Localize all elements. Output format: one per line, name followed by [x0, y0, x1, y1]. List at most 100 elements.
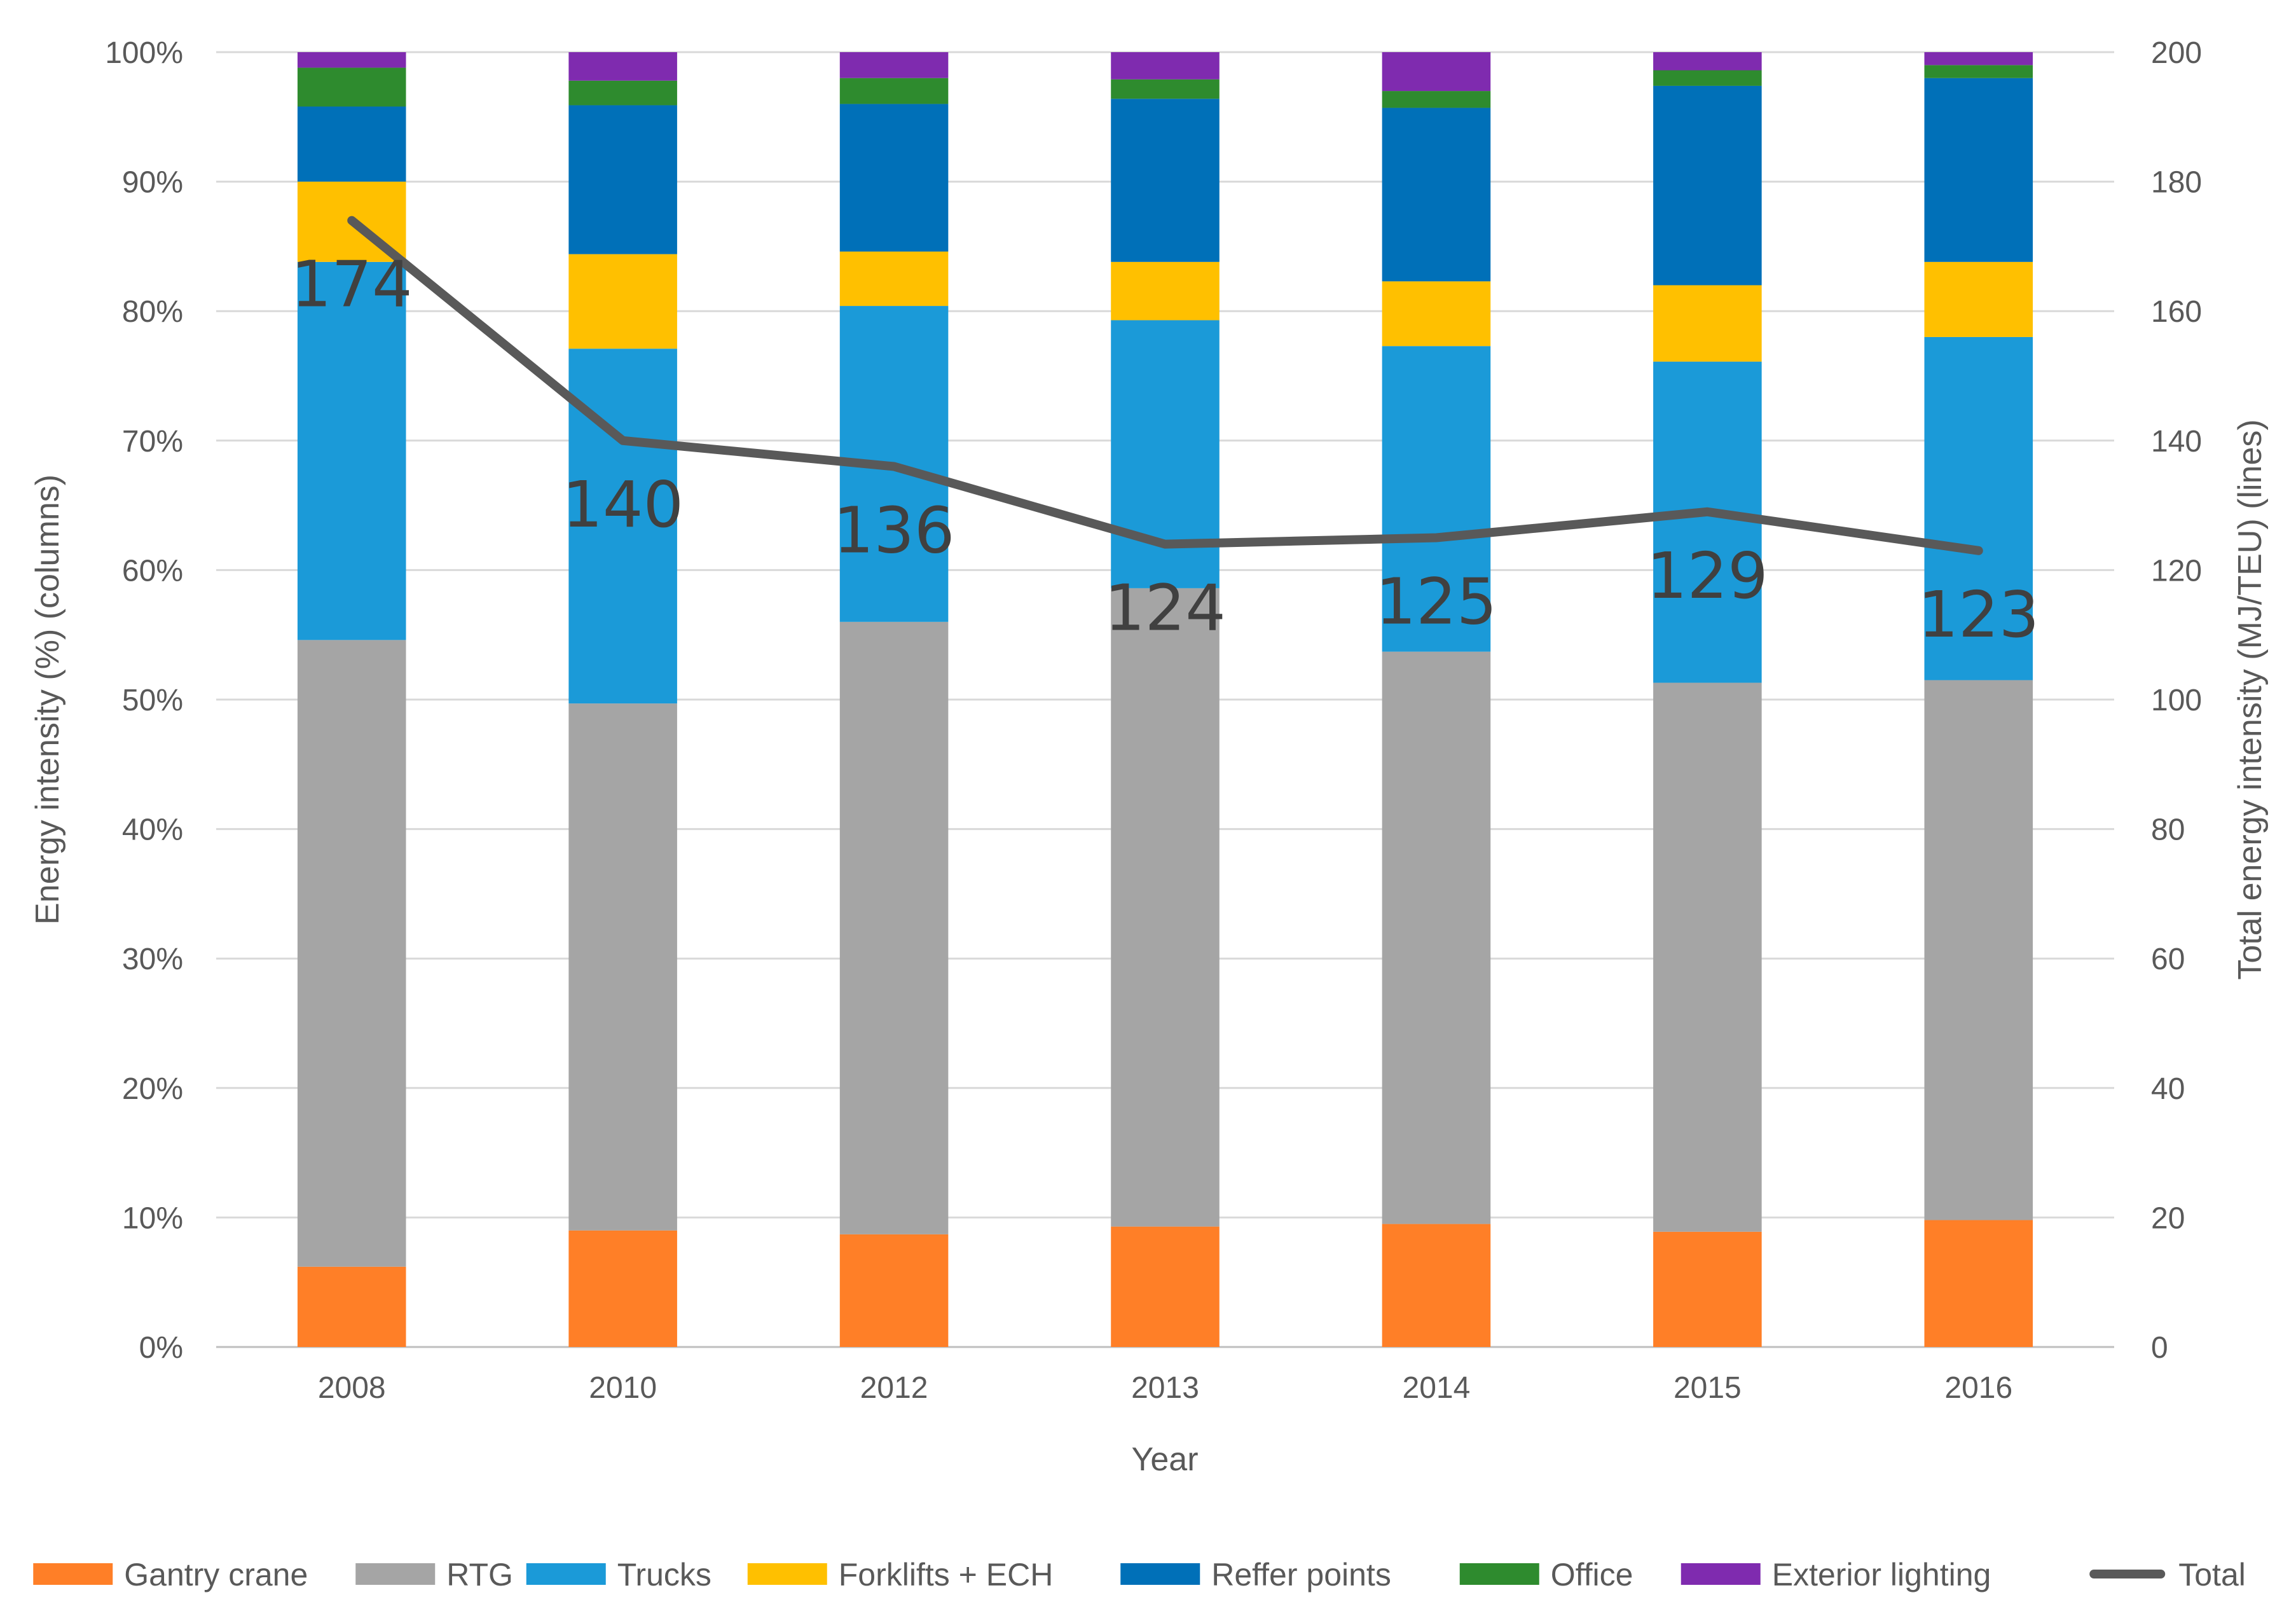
x-tick-label: 2013 [1131, 1371, 1199, 1405]
legend-swatch [1459, 1563, 1539, 1585]
bar-segment [1653, 682, 1762, 1232]
bar-segment [568, 52, 677, 81]
bar-segment [568, 80, 677, 106]
bar-segment [1924, 680, 2033, 1220]
bar-segment [1653, 1231, 1762, 1347]
secondary-y-axis-title: Total energy intensity (MJ/TEU) (lines) [2232, 419, 2269, 979]
y2-tick-label: 60 [2151, 943, 2185, 976]
legend-label: Forklifts + ECH [839, 1557, 1054, 1592]
bar-segment [1653, 70, 1762, 86]
bar-segment [839, 52, 949, 78]
x-tick-label: 2015 [1674, 1371, 1742, 1405]
bar-segment [1924, 65, 2033, 78]
bar-segment [297, 640, 406, 1267]
legend-label: Office [1551, 1557, 1633, 1592]
x-tick-label: 2012 [860, 1371, 928, 1405]
y2-tick-label: 0 [2151, 1331, 2168, 1365]
total-series-line [347, 216, 1983, 555]
bar-segment [1653, 285, 1762, 362]
y2-tick-label: 20 [2151, 1201, 2185, 1235]
legend-label: Trucks [617, 1557, 711, 1592]
x-tick-label: 2010 [589, 1371, 657, 1405]
bar-segment [1653, 361, 1762, 683]
legend-swatch [1120, 1563, 1200, 1585]
y-tick-label: 20% [122, 1072, 183, 1106]
legend-label: Exterior lighting [1772, 1557, 1991, 1592]
bar-segment [1382, 91, 1491, 108]
x-tick-label: 2014 [1403, 1371, 1471, 1405]
bar-segment [297, 261, 406, 640]
y-tick-label: 80% [122, 295, 183, 329]
bar-segment [1111, 52, 1220, 79]
x-axis-title: Year [1131, 1441, 1198, 1478]
bar-segment [1924, 1220, 2033, 1347]
bar-segment [1382, 107, 1491, 282]
bar-segment [1111, 261, 1220, 321]
y-tick-label: 70% [122, 425, 183, 459]
y-tick-label: 30% [122, 943, 183, 976]
x-tick-label: 2016 [1944, 1371, 2012, 1405]
legend-label: Reffer points [1211, 1557, 1391, 1592]
legend-label: RTG [446, 1557, 513, 1592]
bar-segment [297, 106, 406, 182]
total-data-label: 174 [291, 247, 413, 322]
bar-segment [1924, 52, 2033, 66]
legend-label: Gantry crane [124, 1557, 308, 1592]
bar-segment [1111, 1226, 1220, 1347]
bar-segment [1111, 99, 1220, 262]
legend-label: Total [2178, 1557, 2246, 1592]
legend-swatch [355, 1563, 436, 1585]
bar-segment [1382, 52, 1491, 92]
y2-tick-label: 120 [2151, 554, 2202, 588]
bar-segment [568, 254, 677, 349]
bar-segment [1382, 1224, 1491, 1347]
bar-segment [1111, 79, 1220, 99]
y-tick-label: 100% [105, 36, 183, 70]
bar-segment [568, 1230, 677, 1347]
y2-tick-label: 160 [2151, 295, 2202, 329]
total-data-label: 129 [1647, 539, 1768, 613]
y2-tick-label: 140 [2151, 425, 2202, 459]
bar-segment [1382, 281, 1491, 347]
bar-segment [839, 621, 949, 1234]
bar-segment [1924, 336, 2033, 680]
y2-tick-label: 40 [2151, 1072, 2185, 1106]
x-tick-label: 2008 [318, 1371, 386, 1405]
legend-swatch [33, 1563, 113, 1585]
bar-segment [1653, 85, 1762, 286]
legend: Gantry crane RTG Trucks Forklifts + ECH Reff… [33, 1557, 2246, 1592]
bar-segment [839, 1234, 949, 1347]
bar-segment [1382, 346, 1491, 652]
total-data-label: 136 [834, 494, 955, 568]
y-tick-label: 40% [122, 813, 183, 847]
bar-segment [839, 104, 949, 252]
total-data-label: 124 [1104, 571, 1226, 646]
bar-segment [297, 1266, 406, 1347]
y-tick-label: 10% [122, 1201, 183, 1235]
bar-segment [1924, 78, 2033, 262]
bar-segment [568, 105, 677, 254]
axes: 0% 10% 20% 30% 40% 50% 60% 70% 80% 90% 100% 0 20 40 60… [105, 36, 2202, 1405]
y-tick-label: 90% [122, 166, 183, 200]
bar-segment [1111, 588, 1220, 1227]
bar-segment [1653, 52, 1762, 71]
bar-segment [297, 52, 406, 68]
bar-segment [1924, 261, 2033, 337]
y-tick-label: 50% [122, 684, 183, 717]
y2-tick-label: 180 [2151, 166, 2202, 200]
total-data-label: 125 [1375, 565, 1497, 639]
y2-tick-label: 200 [2151, 36, 2202, 70]
legend-swatch [1681, 1563, 1761, 1585]
y-tick-label: 60% [122, 554, 183, 588]
legend-swatch [747, 1563, 827, 1585]
bar-segment [1382, 651, 1491, 1224]
total-data-label: 123 [1918, 577, 2039, 652]
bar-segment [297, 67, 406, 107]
y-tick-label: 0% [139, 1331, 183, 1365]
total-data-label: 140 [562, 467, 684, 542]
total-line: 174 140 136 124 125 129 123 [291, 216, 2039, 652]
bar-segment [839, 251, 949, 307]
y2-tick-label: 100 [2151, 684, 2202, 717]
legend-swatch [526, 1563, 606, 1585]
